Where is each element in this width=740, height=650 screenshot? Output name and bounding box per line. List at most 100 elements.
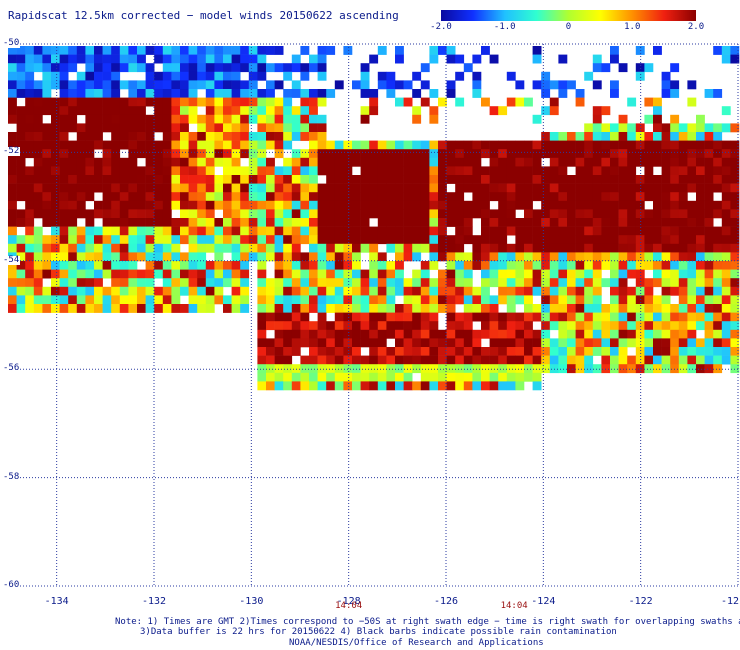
wind-cell (420, 175, 430, 184)
wind-cell (429, 140, 439, 150)
wind-cell (567, 347, 576, 356)
wind-cell (438, 183, 447, 193)
wind-cell (326, 321, 336, 331)
wind-cell (360, 63, 370, 73)
wind-cell (506, 321, 516, 331)
wind-cell (360, 200, 370, 210)
wind-cell (670, 192, 680, 202)
wind-cell (188, 226, 198, 236)
wind-cell (119, 97, 129, 107)
wind-cell (446, 269, 456, 279)
wind-cell (291, 364, 301, 374)
wind-cell (644, 304, 654, 313)
wind-cell (730, 261, 740, 270)
wind-cell (128, 140, 138, 150)
wind-cell (730, 329, 740, 339)
wind-cell (498, 364, 508, 374)
wind-cell (59, 106, 69, 116)
wind-cell (489, 183, 499, 193)
wind-cell (524, 278, 533, 288)
wind-cell (369, 295, 379, 305)
wind-cell (188, 106, 198, 116)
wind-cell (524, 295, 533, 305)
wind-cell (145, 97, 155, 107)
wind-cell (489, 278, 499, 288)
wind-cell (558, 132, 568, 141)
wind-cell (205, 295, 215, 305)
wind-cell (721, 166, 731, 176)
wind-cell (33, 166, 43, 176)
wind-cell (575, 192, 585, 202)
wind-cell (653, 235, 662, 245)
wind-cell (137, 304, 146, 313)
wind-cell (300, 200, 310, 210)
wind-cell (283, 166, 293, 176)
wind-cell (68, 89, 78, 98)
wind-cell (610, 286, 619, 296)
wind-cell (661, 329, 671, 339)
wind-cell (137, 106, 146, 116)
wind-cell (395, 218, 404, 227)
wind-cell (369, 200, 379, 210)
wind-cell (111, 80, 121, 90)
wind-cell (506, 286, 516, 296)
wind-cell (601, 261, 611, 270)
wind-cell (687, 261, 697, 270)
wind-cell (549, 295, 559, 305)
wind-cell (678, 269, 688, 279)
wind-cell (291, 89, 301, 98)
wind-cell (618, 364, 628, 374)
wind-cell (515, 364, 525, 374)
wind-cell (248, 46, 258, 55)
wind-cell (584, 192, 594, 202)
wind-cell (360, 321, 370, 331)
wind-cell (438, 218, 447, 227)
wind-cell (145, 218, 155, 227)
wind-cell (610, 269, 619, 279)
wind-cell (231, 226, 241, 236)
wind-cell (309, 106, 318, 116)
wind-cell (68, 157, 78, 167)
wind-cell (506, 140, 516, 150)
wind-cell (102, 114, 112, 124)
wind-cell (145, 252, 155, 262)
wind-cell (25, 278, 35, 288)
wind-cell (377, 338, 387, 348)
wind-cell (171, 192, 181, 202)
wind-cell (704, 140, 714, 150)
wind-cell (549, 286, 559, 296)
wind-cell (188, 97, 198, 107)
wind-cell (119, 261, 129, 270)
wind-cell (678, 304, 688, 313)
wind-cell (16, 71, 26, 81)
wind-cell (412, 183, 422, 193)
wind-cell (713, 364, 723, 374)
wind-cell (610, 140, 619, 150)
wind-cell (162, 226, 172, 236)
wind-cell (687, 329, 697, 339)
wind-cell (610, 123, 619, 133)
longitude-label: -130 (239, 596, 264, 607)
wind-cell (644, 312, 654, 322)
wind-cell (541, 243, 551, 253)
wind-cell (704, 347, 714, 356)
wind-cell (627, 286, 637, 296)
wind-cell (721, 295, 731, 305)
wind-cell (721, 192, 731, 202)
wind-cell (248, 149, 258, 159)
wind-cell (661, 269, 671, 279)
wind-cell (317, 46, 327, 55)
wind-cell (584, 166, 594, 176)
wind-cell (283, 312, 293, 322)
wind-cell (42, 54, 52, 64)
wind-cell (171, 71, 181, 81)
wind-cell (506, 278, 516, 288)
wind-cell (274, 355, 284, 365)
wind-cell (68, 140, 78, 150)
wind-cell (154, 97, 164, 107)
wind-cell (274, 209, 284, 219)
wind-cell (180, 114, 189, 124)
wind-cell (549, 347, 559, 356)
wind-cell (257, 132, 267, 141)
wind-cell (68, 97, 78, 107)
